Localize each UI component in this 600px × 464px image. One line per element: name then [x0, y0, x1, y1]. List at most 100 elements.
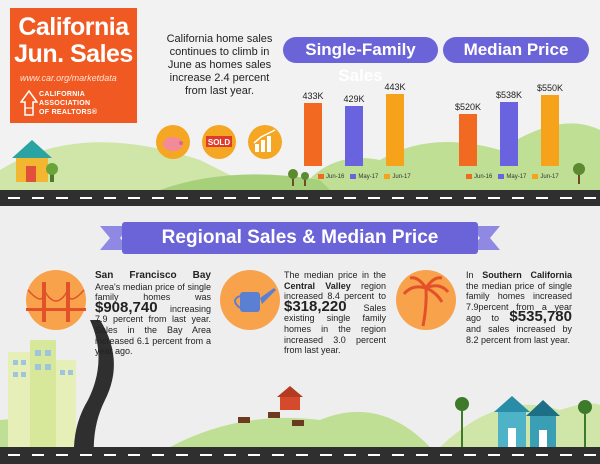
legend-entry: May-17 — [350, 174, 378, 180]
watering-can-icon — [220, 270, 280, 330]
title-box: California Jun. Sales www.car.org/market… — [10, 8, 137, 123]
legend-entry: May-17 — [498, 174, 526, 180]
piggy-bank-icon — [156, 125, 190, 159]
road-dash — [176, 197, 188, 199]
single-family-sales-chart: 433K 429K 443K — [300, 70, 430, 180]
southern-california-paragraph: In Southern California the median price … — [466, 270, 572, 345]
road-dash — [488, 454, 500, 456]
road-dash — [392, 454, 404, 456]
bar-may-17 — [345, 106, 363, 166]
sf-bay-region-name: San Francisco Bay — [95, 270, 211, 281]
sf-bay-paragraph: San Francisco Bay Area's median price of… — [95, 270, 211, 357]
road-dash — [368, 197, 380, 199]
page-title-line2: Jun. Sales — [14, 40, 133, 68]
chart-legend: Jun-16 May-17 Jun-17 — [466, 174, 565, 180]
road-dash — [296, 197, 308, 199]
road-dash — [440, 454, 452, 456]
road-dash — [248, 454, 260, 456]
palm-tree-icon — [396, 270, 456, 330]
central-valley-paragraph: The median price in the Central Valley r… — [284, 270, 386, 356]
road-dash — [536, 454, 548, 456]
road-dash — [488, 197, 500, 199]
road-dash — [224, 197, 236, 199]
road-dash — [56, 197, 68, 199]
road-dash — [584, 454, 596, 456]
bar-value-label: 429K — [343, 94, 365, 105]
association-name: CALIFORNIA ASSOCIATION OF REALTORS® — [39, 91, 98, 116]
road-dash — [200, 197, 212, 199]
road-dash — [104, 454, 116, 456]
house-icon — [12, 140, 58, 182]
road-dash — [80, 197, 92, 199]
sf-bay-price: $908,740 — [95, 298, 158, 316]
bottom-road — [0, 447, 600, 464]
road-dash — [80, 454, 92, 456]
road-dash — [392, 197, 404, 199]
road-divider — [0, 190, 600, 206]
road-dash — [416, 197, 428, 199]
road-dash — [560, 454, 572, 456]
bar-value-label: 443K — [384, 82, 406, 93]
bar-value-label: $550K — [536, 82, 564, 93]
road-dash — [344, 197, 356, 199]
bar-value-label: $520K — [454, 102, 482, 112]
chart-legend: Jun-16 May-17 Jun-17 — [318, 174, 417, 180]
road-dash — [32, 454, 44, 456]
road-dash — [344, 454, 356, 456]
road-dash — [296, 454, 308, 456]
road-dash — [464, 454, 476, 456]
bar-may-17 — [500, 102, 518, 166]
road-dash — [152, 454, 164, 456]
legend-entry: Jun-16 — [466, 174, 492, 180]
regional-banner: Regional Sales & Median Price — [100, 222, 500, 254]
growth-chart-icon — [248, 125, 282, 159]
bar-jun-16 — [304, 102, 322, 166]
road-dash — [224, 454, 236, 456]
road-dash — [128, 197, 140, 199]
golden-gate-icon — [26, 270, 86, 330]
bar-jun-17 — [386, 94, 404, 166]
central-valley-region-name: Central Valley — [284, 280, 351, 291]
road-dash — [272, 454, 284, 456]
regional-title: Regional Sales & Median Price — [161, 227, 439, 248]
southern-california-price: $535,780 — [509, 308, 572, 326]
road-dash — [104, 197, 116, 199]
sold-sign-icon: SOLD — [202, 125, 236, 159]
intro-text: California home sales continues to climb… — [166, 33, 273, 97]
road-dash — [152, 197, 164, 199]
road-dash — [8, 197, 20, 199]
road-dash — [8, 454, 20, 456]
road-dash — [32, 197, 44, 199]
road-dash — [272, 197, 284, 199]
bar-value-label: 433K — [302, 90, 324, 101]
road-dash — [536, 197, 548, 199]
legend-entry: Jun-16 — [318, 174, 344, 180]
bar-jun-16 — [459, 114, 477, 166]
road-dash — [176, 454, 188, 456]
sold-label: SOLD — [208, 138, 230, 147]
bottom-scenery — [0, 320, 600, 447]
central-valley-price: $318,220 — [284, 297, 347, 315]
top-hills — [0, 123, 600, 190]
road-dash — [128, 454, 140, 456]
road-dash — [56, 454, 68, 456]
single-family-sales-title: Single-Family Sales — [283, 37, 438, 85]
road-dash — [248, 197, 260, 199]
median-price-title: Median Price — [443, 37, 589, 63]
road-dash — [368, 454, 380, 456]
road-dash — [560, 197, 572, 199]
road-dash — [320, 197, 332, 199]
page-title-line1: California — [18, 13, 129, 41]
road-dash — [512, 454, 524, 456]
legend-entry: Jun-17 — [532, 174, 559, 180]
road-dash — [320, 454, 332, 456]
bar-jun-17 — [541, 94, 559, 166]
road-dash — [584, 197, 596, 199]
road-dash — [464, 197, 476, 199]
road-dash — [512, 197, 524, 199]
legend-entry: Jun-17 — [384, 174, 411, 180]
market-data-link[interactable]: www.car.org/marketdata — [20, 73, 117, 83]
road-dash — [200, 454, 212, 456]
car-logo-icon — [20, 90, 38, 116]
southern-california-region-name: Southern California — [482, 270, 572, 280]
